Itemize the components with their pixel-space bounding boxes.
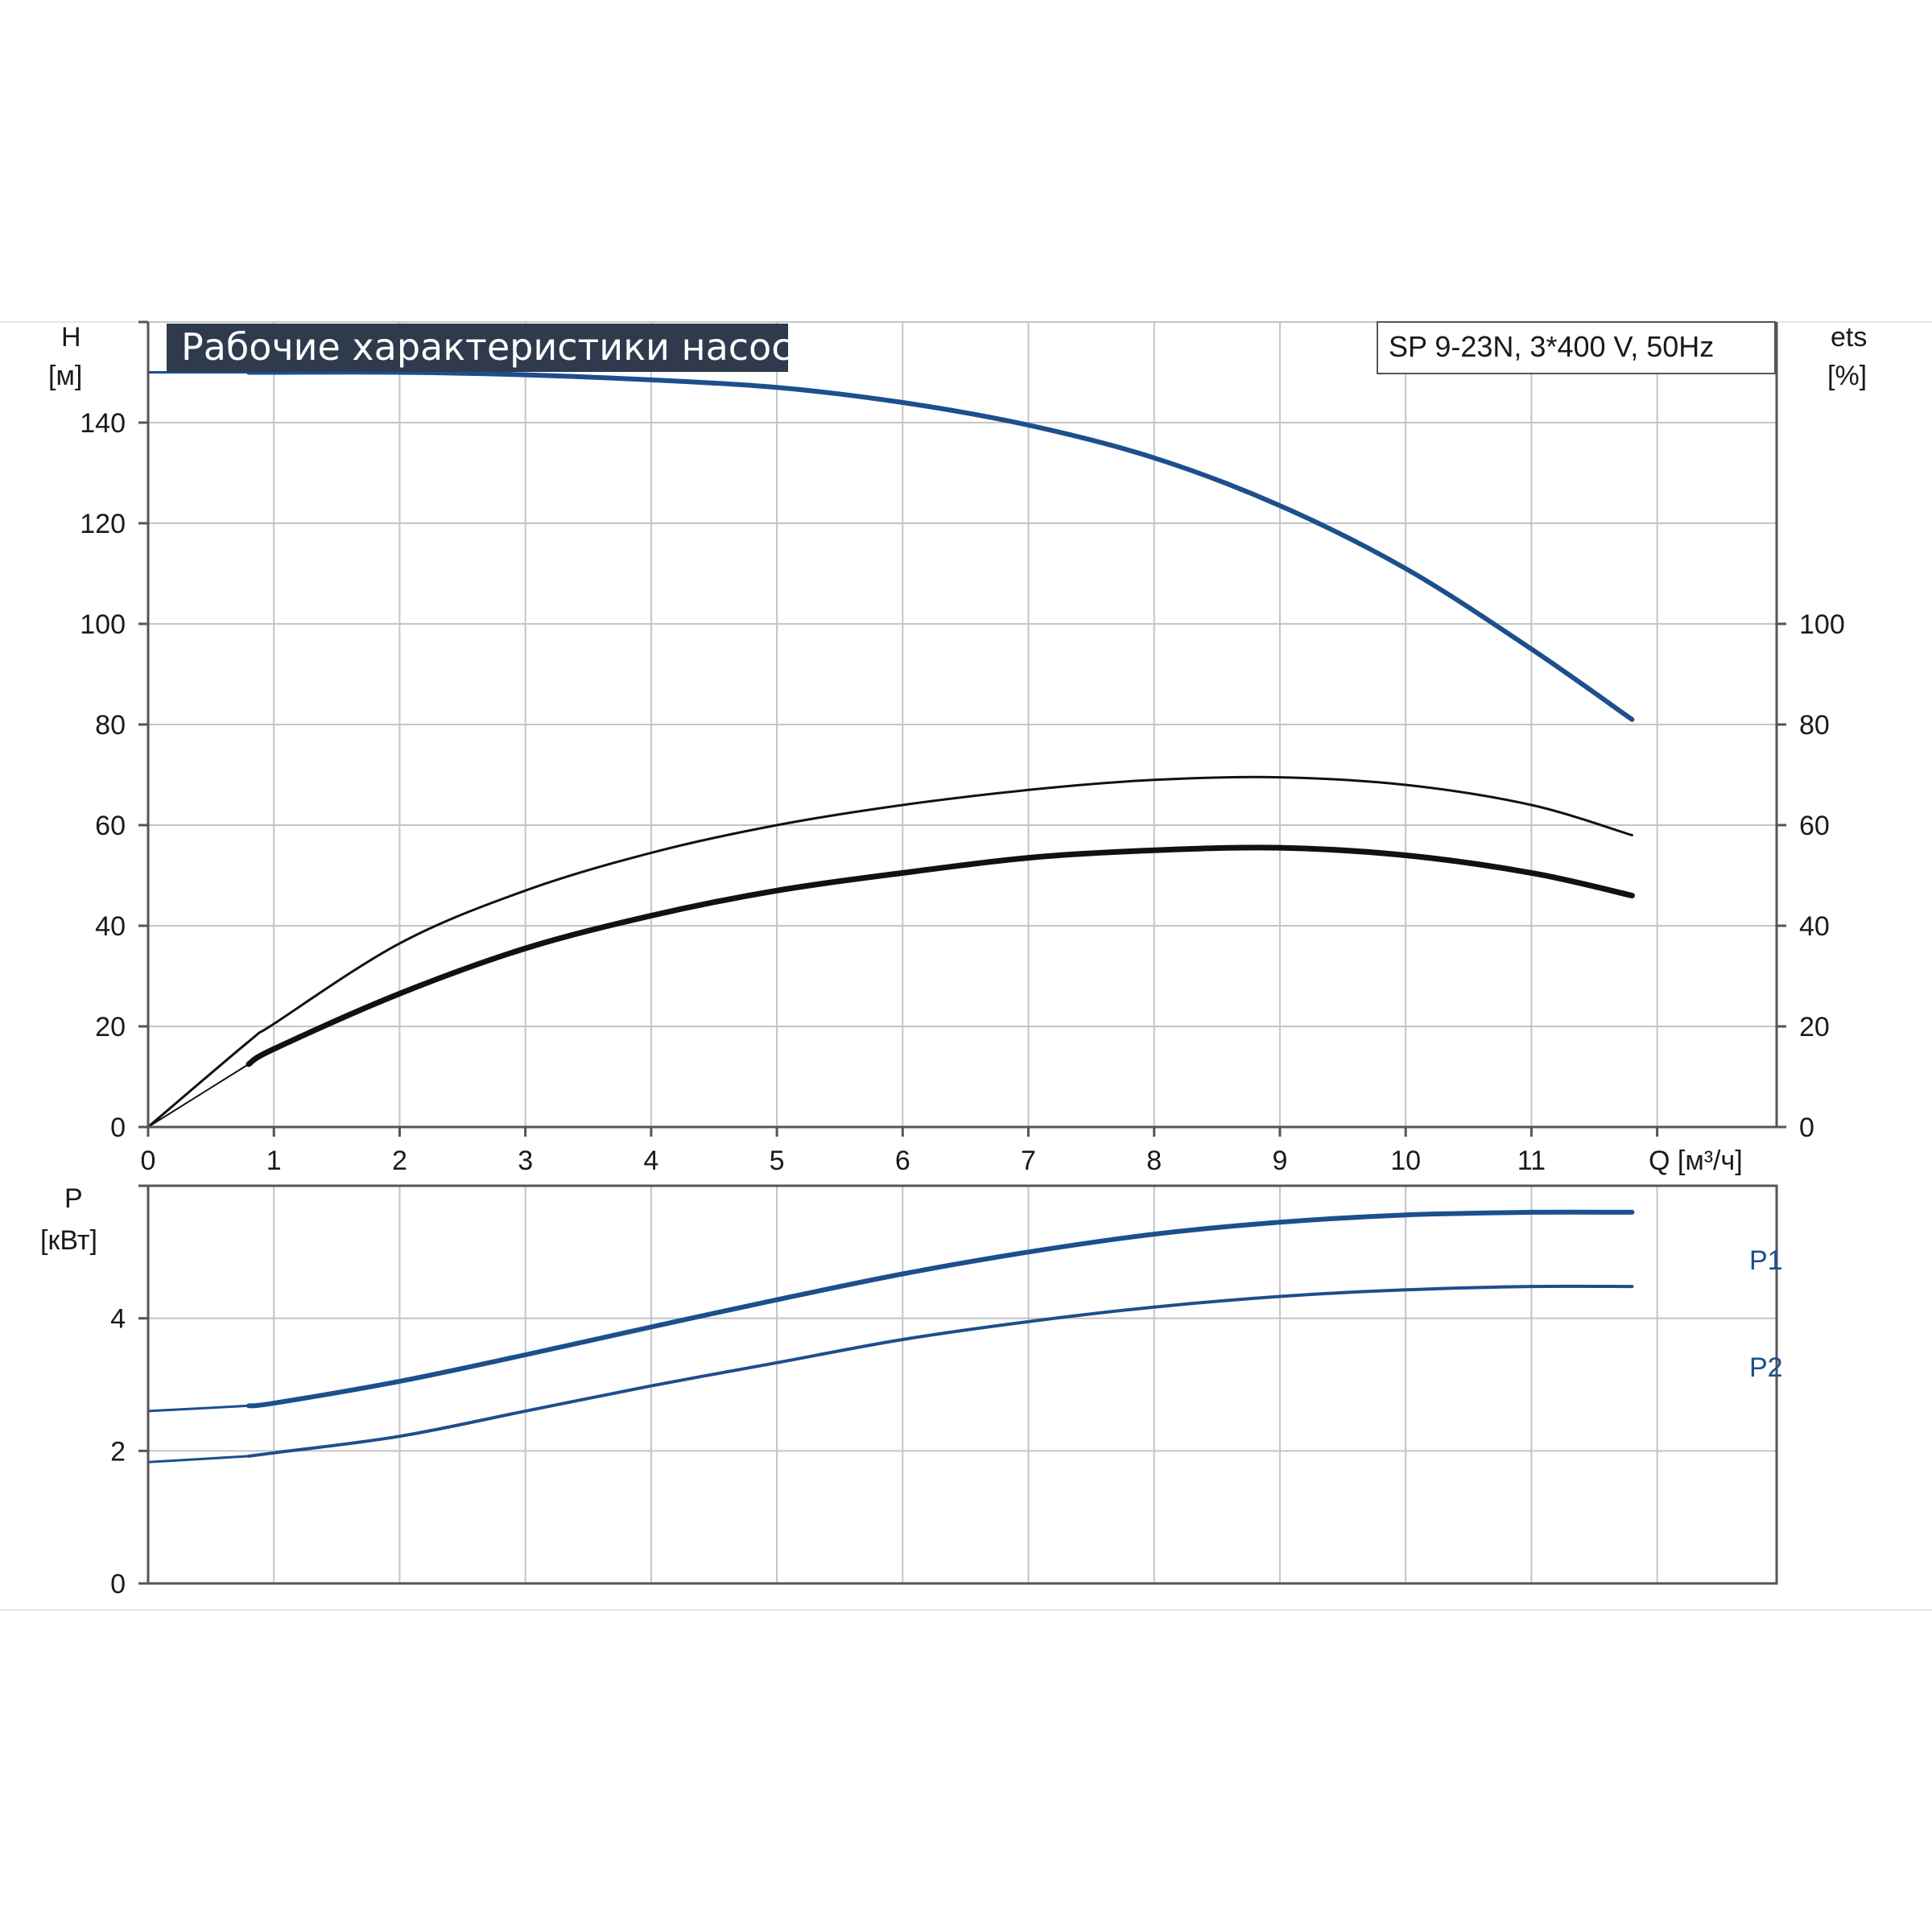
h-axis-tick-label: 80: [95, 710, 126, 741]
q-axis-tick-label: 6: [895, 1146, 910, 1176]
q-axis-tick-label: 7: [1021, 1146, 1036, 1176]
upper-grid: [148, 321, 1777, 1127]
q-axis-label: Q [м³/ч]: [1649, 1146, 1743, 1176]
upper-ticks: 0 20 40 60 80 100 120 140 0 20 40 60 80 100 0 1 2 3 4 5 6 7 8 9…: [80, 320, 1845, 1176]
p-axis-tick-label: 2: [110, 1436, 126, 1467]
model-box: [1377, 321, 1776, 374]
lower-frame: [147, 1184, 1778, 1585]
p-axis-tick-label: 4: [110, 1304, 126, 1335]
p2-curve-lead: [147, 1455, 250, 1463]
h-axis-tick-label: 100: [80, 609, 126, 640]
lower-series: [147, 1209, 1635, 1463]
h-axis-unit: [м]: [48, 361, 82, 391]
p2-curve: [247, 1284, 1634, 1458]
p1-label: P1: [1749, 1245, 1783, 1276]
p1-curve-lead: [147, 1404, 250, 1413]
q-axis-tick-label: 8: [1146, 1146, 1162, 1176]
eta-axis-tick-label: 80: [1799, 710, 1830, 741]
q-axis-tick-label: 1: [266, 1146, 282, 1176]
eta-axis-tick-label: 20: [1799, 1012, 1830, 1042]
p2-label: P2: [1749, 1352, 1783, 1383]
h-axis-tick-label: 120: [80, 509, 126, 539]
lower-ticks: 0 2 4: [110, 1184, 148, 1600]
efficiency-curve-bold: [246, 844, 1635, 1067]
q-axis-tick-label: 2: [392, 1146, 407, 1176]
chart-title: Рабочие характеристики насоса: [181, 325, 815, 369]
q-axis-tick-label: 3: [518, 1146, 533, 1176]
eta-axis-tick-label: 60: [1799, 811, 1830, 841]
p-axis-label: P: [64, 1183, 83, 1214]
h-axis-tick-label: 60: [95, 811, 126, 841]
upper-series: [147, 369, 1635, 1129]
q-axis-tick-label: 0: [141, 1146, 156, 1176]
h-axis-tick-label: 0: [110, 1113, 126, 1143]
efficiency-curve-bold-lead: [147, 1063, 250, 1128]
q-axis-tick-label: 11: [1517, 1146, 1546, 1176]
p-axis-tick-label: 0: [110, 1569, 126, 1600]
eta-axis-unit: [%]: [1827, 361, 1867, 391]
eta-axis-tick-label: 0: [1799, 1113, 1814, 1143]
q-axis-tick-label: 4: [643, 1146, 658, 1176]
eta-axis-tick-label: 40: [1799, 911, 1830, 942]
h-axis-tick-label: 40: [95, 911, 126, 942]
h-axis-tick-label: 20: [95, 1012, 126, 1042]
q-axis-tick-label: 5: [770, 1146, 785, 1176]
chart-title-box: [167, 324, 788, 372]
h-axis-label: H: [61, 322, 81, 353]
h-axis-tick-label: 140: [80, 408, 126, 439]
p-axis-unit: [кВт]: [40, 1225, 97, 1256]
efficiency-curve-thin: [147, 775, 1633, 1129]
q-axis-tick-label: 9: [1272, 1146, 1287, 1176]
q-axis-tick-label: 10: [1390, 1146, 1421, 1176]
p1-curve: [246, 1209, 1635, 1409]
eta-axis-tick-label: 100: [1799, 609, 1845, 640]
model-label: SP 9-23N, 3*400 V, 50Hz: [1389, 330, 1714, 363]
eta-axis-label: ets: [1831, 322, 1867, 353]
head-curve: [246, 369, 1635, 722]
